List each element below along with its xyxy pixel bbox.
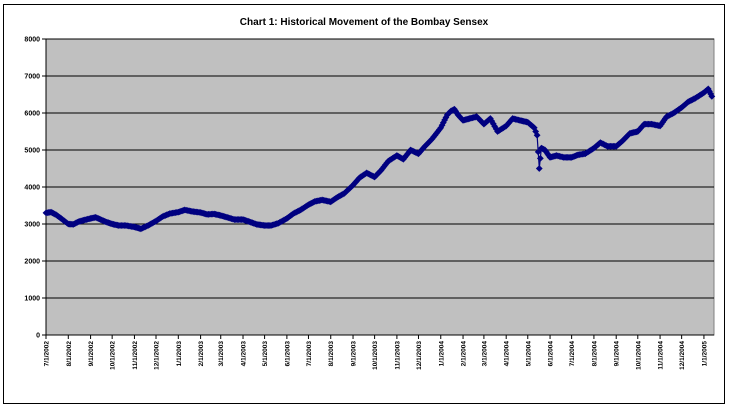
data-point bbox=[536, 154, 544, 162]
data-point bbox=[491, 122, 499, 130]
data-point bbox=[706, 88, 713, 95]
y-tick-label: 6000 bbox=[24, 111, 40, 118]
x-tick-label: 5/1/2003 bbox=[262, 341, 269, 367]
x-tick-label: 2/1/2003 bbox=[198, 341, 205, 367]
x-tick-label: 7/1/2002 bbox=[44, 341, 51, 367]
x-tick-label: 12/1/2004 bbox=[679, 341, 686, 370]
data-point bbox=[708, 92, 716, 100]
data-point bbox=[535, 165, 543, 172]
series-sensex bbox=[42, 85, 716, 233]
y-tick-label: 3000 bbox=[24, 222, 40, 229]
data-point bbox=[437, 124, 445, 132]
x-tick-label: 12/1/2002 bbox=[154, 341, 161, 370]
x-tick-label: 3/1/2004 bbox=[481, 341, 488, 367]
x-tick-label: 6/1/2003 bbox=[284, 341, 291, 367]
y-tick-label: 5000 bbox=[24, 148, 40, 155]
x-tick-label: 8/1/2002 bbox=[66, 341, 73, 367]
y-tick-label: 0 bbox=[36, 333, 40, 340]
x-tick-label: 1/1/2005 bbox=[701, 341, 708, 367]
x-tick-label: 12/1/2003 bbox=[416, 341, 423, 370]
x-tick-label: 4/1/2003 bbox=[241, 341, 248, 367]
x-tick-label: 1/1/2003 bbox=[176, 341, 183, 367]
y-tick-label: 2000 bbox=[24, 259, 40, 266]
x-tick-label: 11/1/2002 bbox=[132, 341, 139, 370]
data-point bbox=[492, 125, 500, 133]
y-tick-label: 1000 bbox=[24, 296, 40, 303]
x-tick-label: 2/1/2004 bbox=[461, 341, 468, 367]
data-point bbox=[533, 131, 541, 139]
x-tick-label: 11/1/2003 bbox=[394, 341, 401, 370]
x-tick-label: 8/1/2003 bbox=[328, 341, 335, 367]
x-tick-label: 9/1/2003 bbox=[351, 341, 358, 367]
data-point bbox=[704, 85, 712, 93]
x-tick-label: 7/1/2004 bbox=[569, 341, 576, 367]
x-tick-label: 11/1/2004 bbox=[658, 341, 665, 370]
y-axis: 0 1000 2000 3000 4000 5000 6000 7000 8000 bbox=[24, 37, 47, 340]
x-tick-label: 9/1/2004 bbox=[614, 341, 621, 367]
data-point bbox=[438, 121, 446, 129]
x-tick-label: 9/1/2002 bbox=[88, 341, 95, 367]
chart-svg: Chart 1: Historical Movement of the Bomb… bbox=[24, 17, 716, 370]
x-tick-label: 10/1/2004 bbox=[635, 341, 642, 370]
x-axis: 7/1/2002 8/1/2002 9/1/2002 10/1/2002 11/1/20… bbox=[44, 334, 714, 370]
x-tick-label: 3/1/2003 bbox=[218, 341, 225, 367]
y-tick-label: 8000 bbox=[24, 37, 40, 44]
x-tick-label: 7/1/2003 bbox=[306, 341, 313, 367]
x-tick-label: 8/1/2004 bbox=[591, 341, 598, 367]
data-point bbox=[442, 114, 450, 121]
chart-title: Chart 1: Historical Movement of the Bomb… bbox=[240, 17, 489, 28]
x-tick-label: 4/1/2004 bbox=[504, 341, 511, 367]
x-tick-label: 1/1/2004 bbox=[438, 341, 445, 367]
x-tick-label: 6/1/2004 bbox=[548, 341, 555, 367]
y-tick-label: 7000 bbox=[24, 74, 40, 81]
x-tick-label: 5/1/2004 bbox=[525, 341, 532, 367]
x-tick-label: 10/1/2002 bbox=[110, 341, 117, 370]
chart-frame: Chart 1: Historical Movement of the Bomb… bbox=[3, 4, 725, 404]
x-tick-label: 10/1/2003 bbox=[372, 341, 379, 370]
data-point bbox=[534, 148, 542, 156]
grid-layer bbox=[46, 38, 714, 299]
y-tick-label: 4000 bbox=[24, 185, 40, 192]
